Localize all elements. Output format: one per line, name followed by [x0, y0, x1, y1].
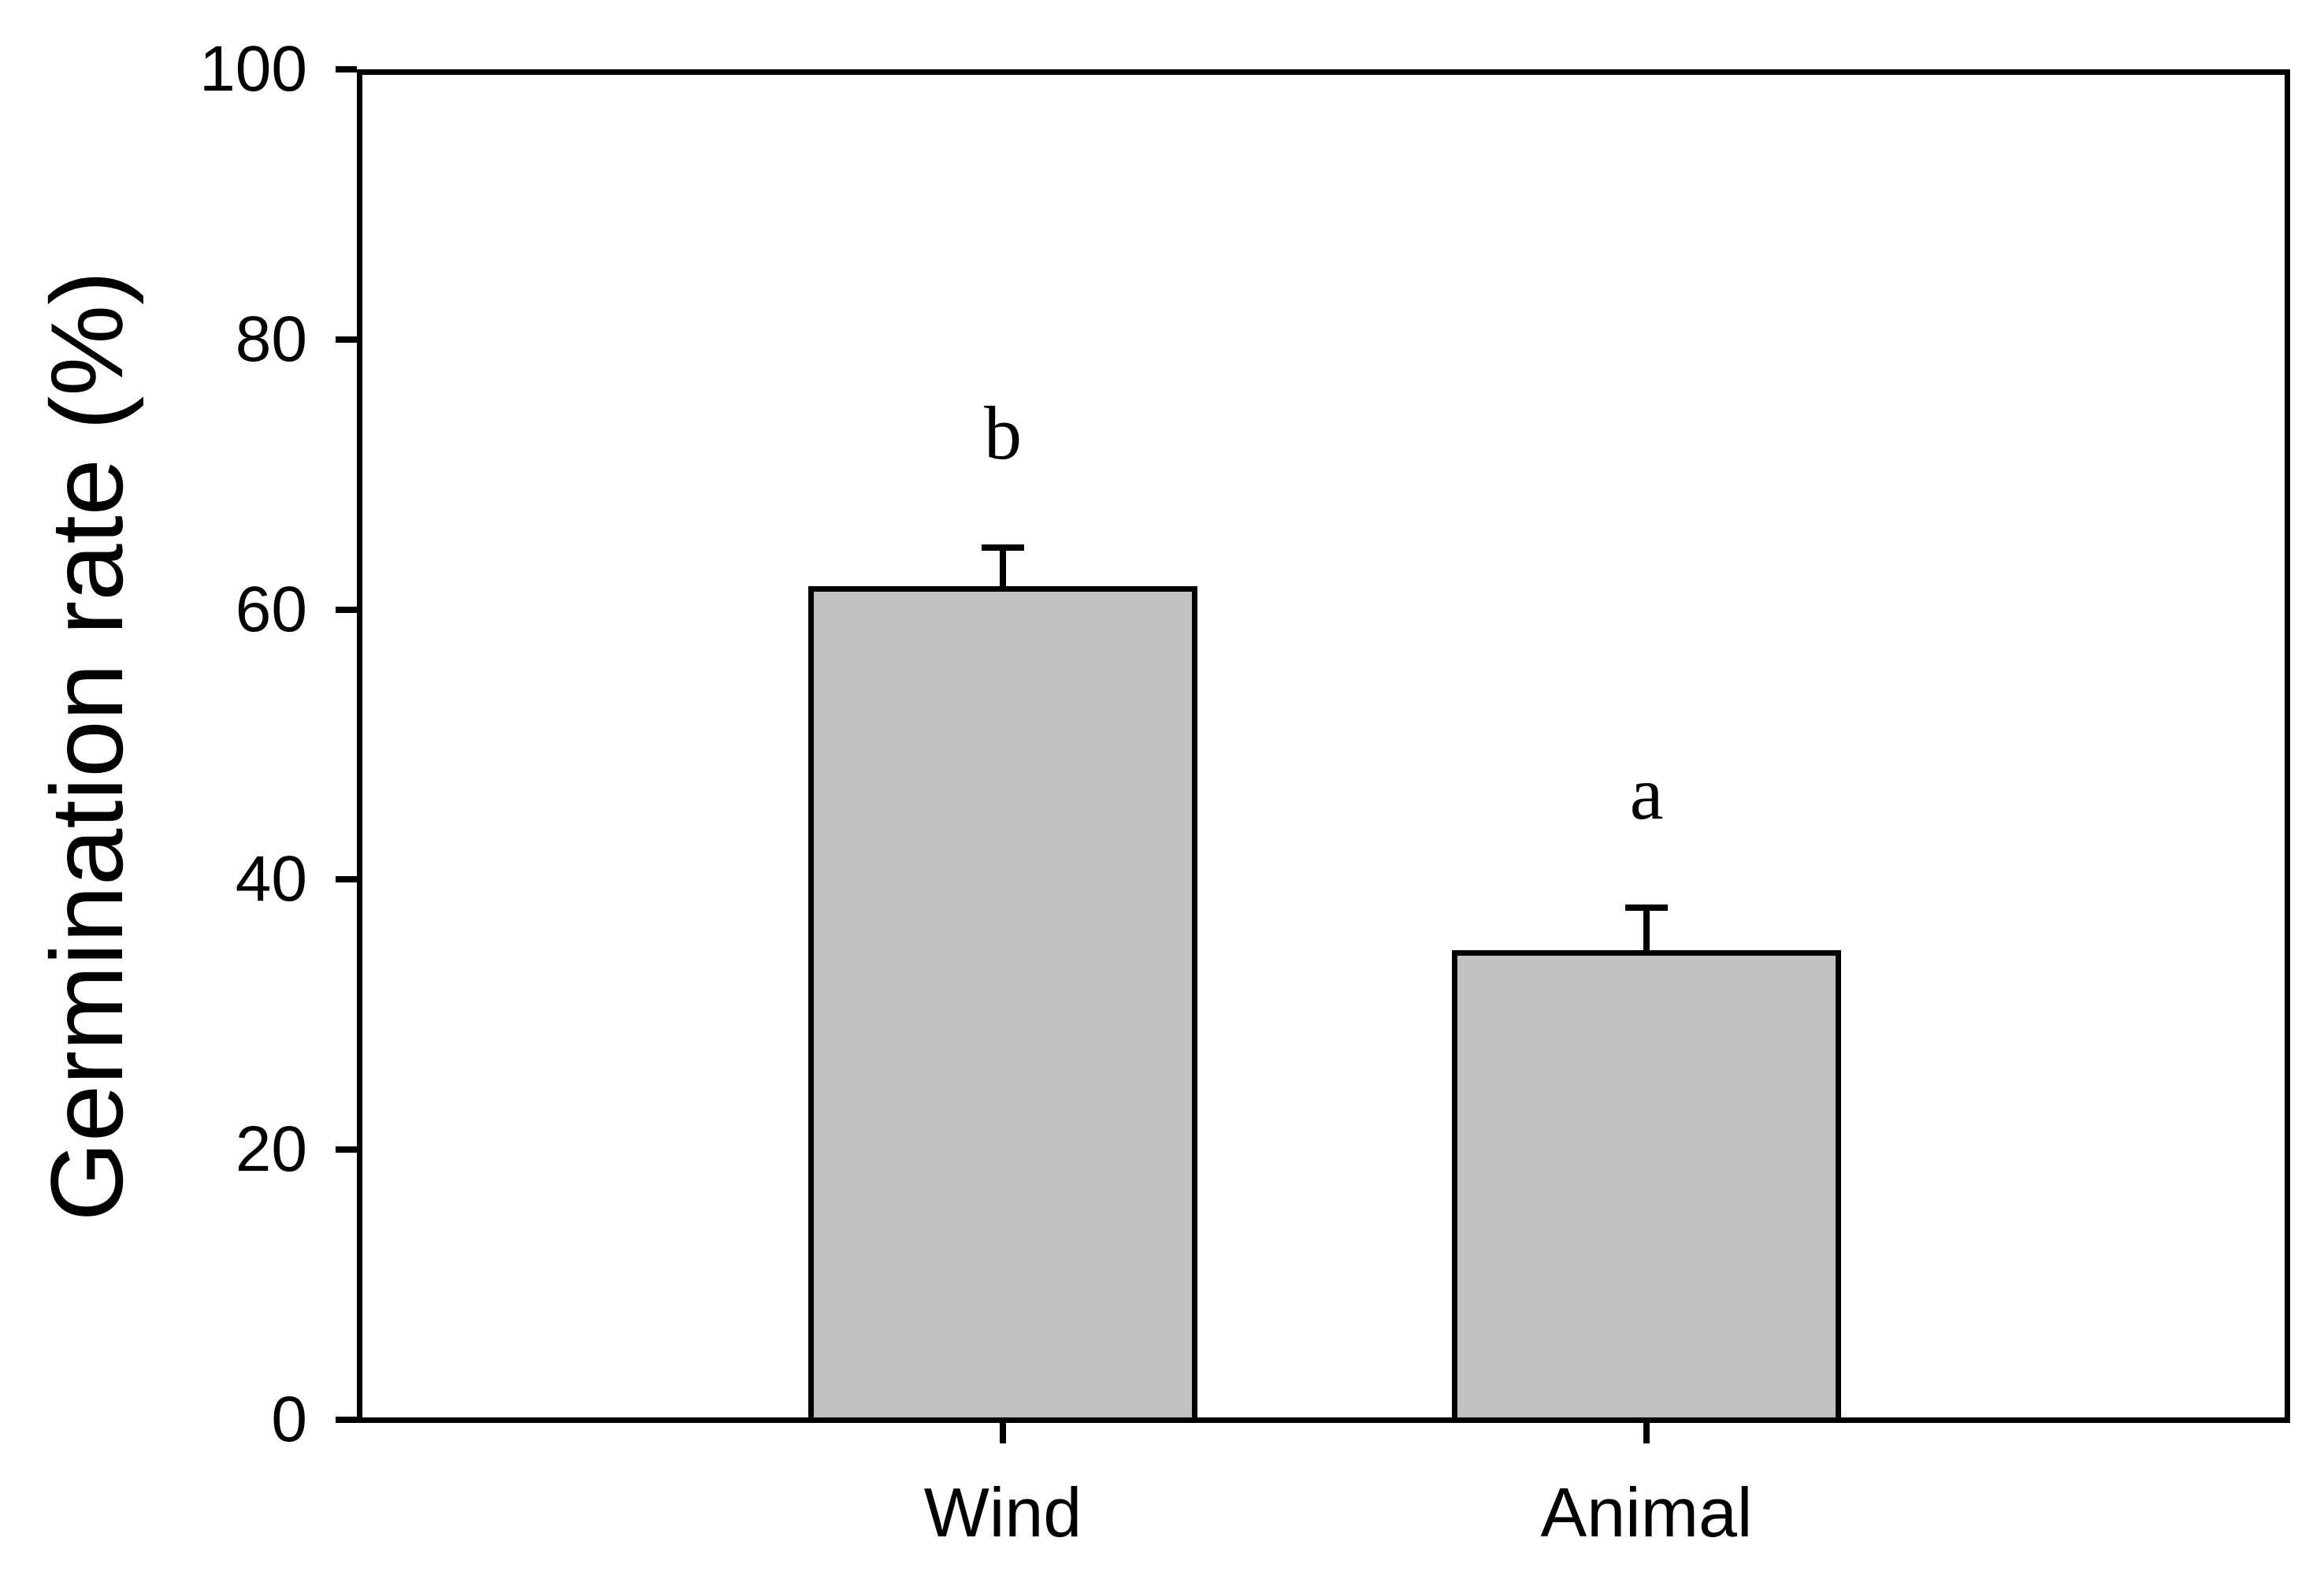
error-bar-cap-animal [1625, 905, 1668, 912]
y-axis-tick [336, 66, 357, 72]
y-tick-label: 20 [235, 1113, 307, 1186]
y-axis-tick [336, 606, 357, 613]
y-tick-label: 40 [235, 843, 307, 916]
x-category-label-wind: Wind [923, 1473, 1082, 1551]
y-axis-tick [336, 336, 357, 343]
y-tick-label: 100 [199, 33, 307, 105]
bar-animal [1452, 949, 1841, 1423]
significance-letter-animal: a [1629, 751, 1664, 836]
x-category-label-animal: Animal [1540, 1473, 1753, 1551]
y-axis-tick [336, 876, 357, 883]
y-axis-tick [336, 1146, 357, 1153]
x-axis-tick-animal [1643, 1423, 1650, 1443]
y-tick-label: 80 [235, 303, 307, 375]
error-bar-cap-wind [982, 544, 1024, 551]
y-tick-label: 0 [271, 1384, 307, 1455]
significance-letter-wind: b [984, 390, 1022, 475]
x-axis-tick-wind [1000, 1423, 1006, 1443]
plot-frame [357, 69, 2290, 1423]
y-axis-tick [336, 1417, 357, 1423]
error-bar-line-wind [1000, 547, 1006, 592]
bar-wind [808, 586, 1197, 1423]
error-bar-line-animal [1643, 908, 1650, 955]
y-tick-label: 60 [235, 573, 307, 645]
